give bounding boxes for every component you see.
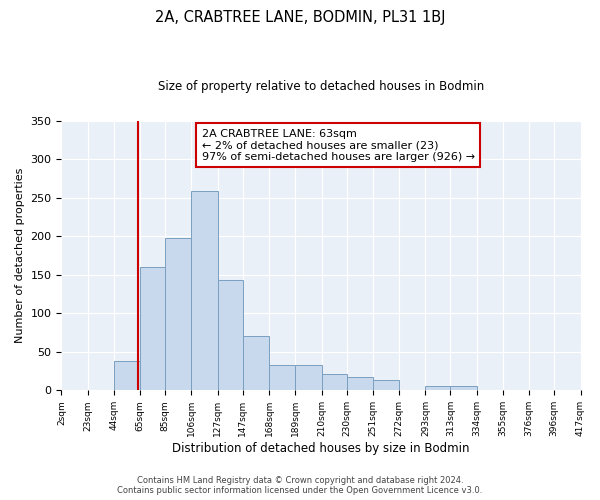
Bar (347, 377, 373, 390)
Bar (322, 374, 347, 390)
Bar (218, 280, 243, 390)
Text: Contains HM Land Registry data © Crown copyright and database right 2024.
Contai: Contains HM Land Registry data © Crown c… (118, 476, 482, 495)
Text: 2A, CRABTREE LANE, BODMIN, PL31 1BJ: 2A, CRABTREE LANE, BODMIN, PL31 1BJ (155, 10, 445, 25)
Bar (269, 365, 295, 390)
Bar (425, 386, 451, 390)
Bar (191, 192, 218, 390)
Y-axis label: Number of detached properties: Number of detached properties (15, 168, 25, 343)
Bar (295, 365, 322, 390)
Title: Size of property relative to detached houses in Bodmin: Size of property relative to detached ho… (158, 80, 484, 93)
Text: 2A CRABTREE LANE: 63sqm
← 2% of detached houses are smaller (23)
97% of semi-det: 2A CRABTREE LANE: 63sqm ← 2% of detached… (202, 128, 475, 162)
Bar (165, 238, 191, 390)
Bar (243, 336, 269, 390)
Bar (451, 386, 476, 390)
Bar (114, 361, 140, 390)
Bar (373, 380, 399, 390)
Bar (140, 267, 165, 390)
X-axis label: Distribution of detached houses by size in Bodmin: Distribution of detached houses by size … (172, 442, 470, 455)
